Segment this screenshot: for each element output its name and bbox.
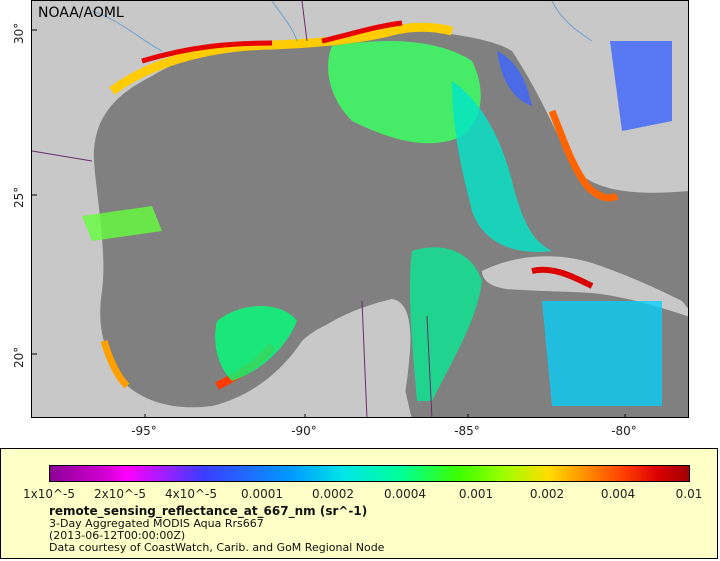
state-border [32,1,433,417]
lat-label-20: 20° [12,346,26,368]
colorbar-label-6: 0.0004 [384,487,426,501]
map-panel: NOAA/AOML [31,0,689,418]
lat-label-30: 30° [12,22,26,44]
gulf-of-mexico-map [32,1,688,417]
caribbean-patch [542,301,662,406]
lon-label-85: -85° [454,424,480,438]
florida-land [487,1,625,184]
legend-date: (2013-06-12T00:00:00Z) [49,529,186,542]
colorbar-label-4: 0.0001 [241,487,283,501]
northern-coast-band [109,22,454,95]
lon-label-80: -80° [611,424,637,438]
veracruz-coast-band [100,339,130,389]
map-credit: NOAA/AOML [38,5,124,21]
color-bar [49,465,690,482]
colorbar-label-3: 4x10^-5 [164,487,218,501]
shelf-patch-green [328,41,481,144]
river-line [91,1,593,52]
florida-coast-band [548,109,619,202]
lat-label-25: 25° [12,186,26,208]
shelf-patch-cyan [452,81,552,252]
colorbar-label-1: 1x10^-5 [22,487,76,501]
colorbar-label-2: 2x10^-5 [93,487,147,501]
legend-subtitle: 3-Day Aggregated MODIS Aqua Rrs667 [49,517,264,530]
colorbar-label-9: 0.004 [600,487,636,501]
western-gulf-patch [82,206,162,241]
legend-title: remote_sensing_reflectance_at_667_nm (sr… [49,504,368,518]
colorbar-label-8: 0.002 [529,487,565,501]
lat-tick-marks [32,29,37,355]
colorbar-label-7: 0.001 [458,487,494,501]
legend-source: Data courtesy of CoastWatch, Carib. and … [49,541,385,554]
colorbar-label-10: 0.01 [675,487,703,501]
bay-of-campeche-patch [215,306,297,381]
northern-coast-band-red [141,20,403,64]
lon-label-95: -95° [131,424,157,438]
colorbar-label-5: 0.0002 [312,487,354,501]
lon-tick-marks [144,414,626,417]
lon-label-90: -90° [291,424,317,438]
yucatan-land [272,299,411,417]
legend-panel: 1x10^-5 2x10^-5 4x10^-5 0.0001 0.0002 0.… [0,448,718,559]
yucatan-channel-patch [409,247,482,401]
shelf-patch-blue [497,41,672,131]
cuba-coast-band [531,266,594,289]
